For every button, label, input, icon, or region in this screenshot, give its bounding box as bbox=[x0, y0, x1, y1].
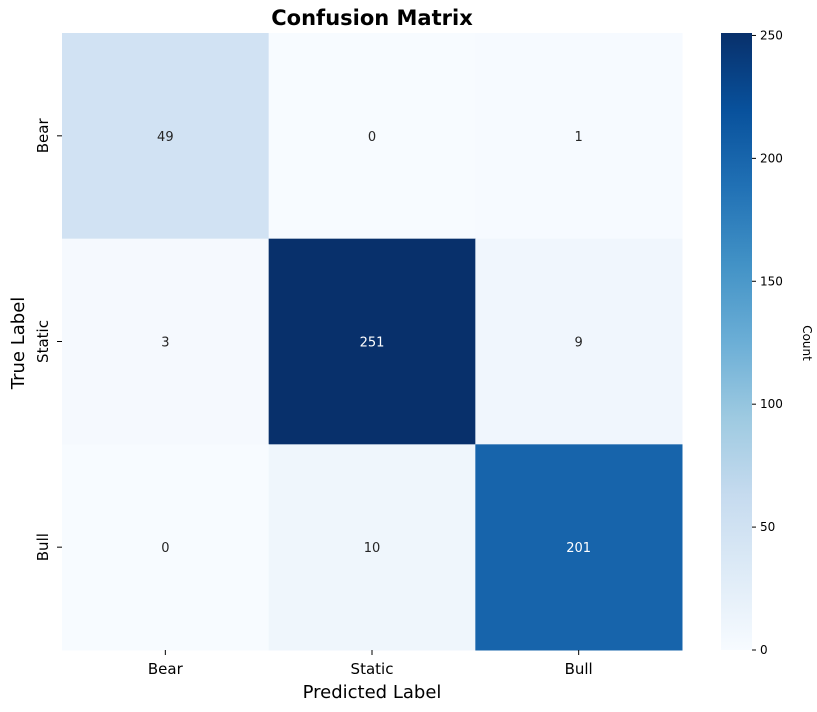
y-tick-label: Bear bbox=[34, 118, 52, 154]
colorbar-tick-label: 200 bbox=[760, 151, 783, 165]
heatmap-cell bbox=[268, 238, 476, 445]
y-axis-title: True Label bbox=[8, 297, 29, 391]
cell-value-label: 49 bbox=[157, 130, 174, 145]
x-axis-ticks: Bear Static Bull bbox=[148, 650, 593, 678]
x-tick-label: Bull bbox=[565, 660, 593, 678]
y-tick-label: Bull bbox=[34, 533, 52, 561]
heatmap-cell bbox=[62, 33, 270, 240]
x-axis-title: Predicted Label bbox=[303, 682, 442, 703]
colorbar-tick-label: 100 bbox=[760, 397, 783, 411]
x-tick-label: Bear bbox=[148, 660, 184, 678]
cell-value-label: 10 bbox=[364, 541, 381, 556]
cell-value-label: 9 bbox=[575, 336, 583, 351]
colorbar-tick-label: 150 bbox=[760, 274, 783, 288]
colorbar-fill bbox=[721, 33, 752, 650]
heatmap-cell bbox=[268, 444, 476, 651]
colorbar-ticks: 0 50 100 150 200 250 bbox=[752, 28, 783, 657]
colorbar-tick-label: 250 bbox=[760, 28, 783, 42]
x-tick-label: Static bbox=[351, 660, 394, 678]
cell-value-label: 0 bbox=[368, 130, 376, 145]
cell-value-label: 201 bbox=[566, 541, 591, 556]
colorbar-tick-label: 0 bbox=[760, 643, 768, 657]
heatmap-cell bbox=[62, 238, 270, 445]
cell-value-label: 251 bbox=[360, 336, 385, 351]
y-tick-label: Static bbox=[34, 320, 52, 363]
heatmap-cells: 49 0 1 3 251 9 0 10 201 bbox=[62, 33, 683, 651]
chart-title: Confusion Matrix bbox=[271, 6, 473, 30]
cell-value-label: 3 bbox=[161, 336, 169, 351]
heatmap-cell bbox=[268, 33, 476, 240]
cell-value-label: 0 bbox=[161, 541, 169, 556]
heatmap-cell bbox=[475, 33, 683, 240]
heatmap-cell bbox=[62, 444, 270, 651]
colorbar: 0 50 100 150 200 250 Count bbox=[721, 28, 814, 657]
colorbar-tick-label: 50 bbox=[760, 520, 775, 534]
heatmap-cell bbox=[475, 238, 683, 445]
cell-value-label: 1 bbox=[575, 130, 583, 145]
colorbar-label: Count bbox=[800, 325, 814, 361]
y-axis-ticks: Bear Static Bull bbox=[34, 118, 62, 561]
heatmap-cell bbox=[475, 444, 683, 651]
